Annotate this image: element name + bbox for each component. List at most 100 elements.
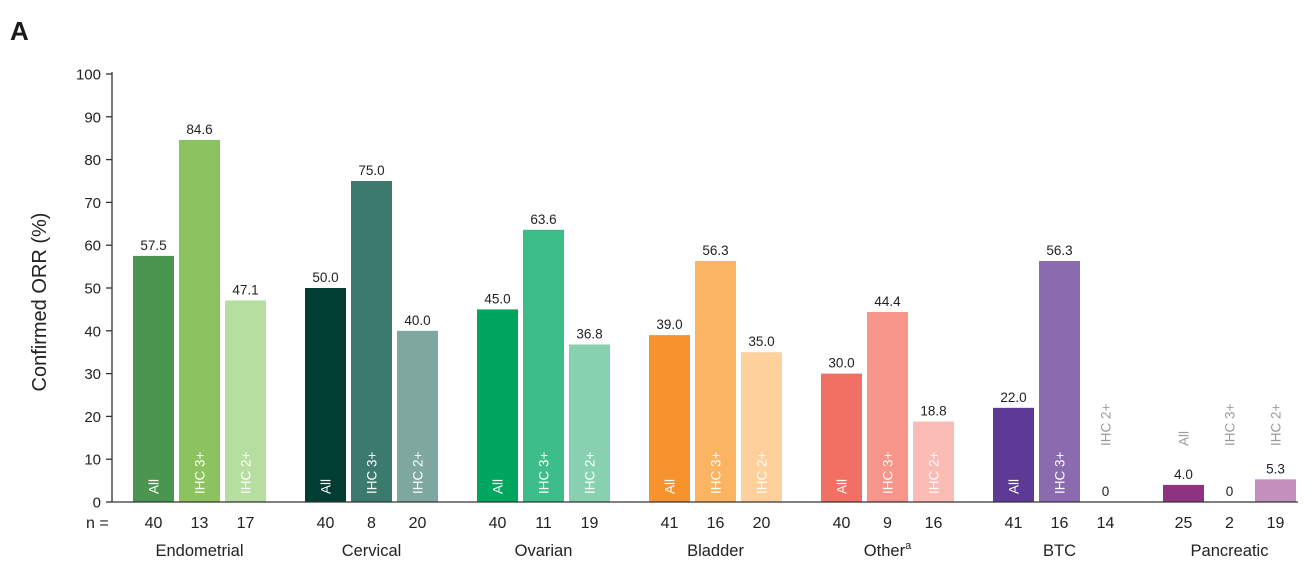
n-value: 40: [145, 515, 163, 532]
bar: [351, 181, 392, 502]
bar: [569, 344, 610, 502]
y-axis: 0 10 20 30 40 50 60 70 80 90 100 Confirmed ORR (%): [29, 67, 113, 512]
y-tick-label: 50: [84, 281, 101, 298]
bar: [1163, 484, 1204, 502]
bar-value-label: 47.1: [232, 282, 258, 297]
bar-category-label: IHC 3+: [709, 451, 724, 494]
n-value: 2: [1225, 515, 1234, 532]
n-value: 25: [1175, 515, 1193, 532]
bar-value-label: 75.0: [358, 163, 384, 178]
group-label: Endometrial: [155, 542, 243, 560]
group-name: Cervical: [342, 542, 402, 560]
group-name: Pancreatic: [1191, 542, 1269, 560]
bar-value-label: 5.3: [1266, 461, 1285, 476]
bar: [821, 373, 862, 502]
n-value: 41: [661, 515, 679, 532]
n-value: 19: [1267, 515, 1285, 532]
group-name: Other: [864, 542, 906, 560]
bar-category-label: IHC 2+: [927, 451, 942, 494]
n-value: 20: [409, 515, 427, 532]
bar-value-label: 56.3: [702, 243, 728, 258]
bar-category-label: All: [1177, 431, 1192, 446]
group-label: BTC: [1043, 542, 1076, 560]
group-label: Pancreatic: [1191, 542, 1269, 560]
n-value: 41: [1005, 515, 1023, 532]
n-value: 16: [707, 515, 725, 532]
group-btc: 22.0 All 56.3 IHC 3+ 0 IHC 2+: [993, 243, 1114, 502]
bar-category-label: IHC 3+: [193, 451, 208, 494]
group-bladder: 39.0 All 56.3 IHC 3+ 35.0 IHC 2+: [649, 243, 782, 502]
bar: [179, 139, 220, 503]
n-value: 9: [883, 515, 892, 532]
group-label: Bladder: [687, 542, 744, 560]
y-tick-label: 70: [84, 195, 101, 212]
bar-category-label: IHC 3+: [1223, 403, 1238, 446]
n-value: 20: [753, 515, 771, 532]
bar-category-label: All: [835, 479, 850, 494]
y-tick-label: 90: [84, 109, 101, 126]
group-name: BTC: [1043, 542, 1076, 560]
group-label: Ovarian: [515, 542, 573, 560]
n-value: 11: [535, 515, 552, 532]
bar-category-label: IHC 3+: [881, 451, 896, 494]
bar-value-label: 57.5: [140, 238, 166, 253]
group-label: Othera: [864, 540, 912, 560]
bar-category-label: IHC 2+: [755, 451, 770, 494]
bar: [993, 407, 1034, 502]
n-value: 40: [489, 515, 507, 532]
n-value: 14: [1097, 515, 1115, 532]
n-value: 17: [237, 515, 255, 532]
x-axis: n = 40 13 17 Endometrial 40 8 20 Cervical 40 11 19 O…: [86, 501, 1298, 560]
group-label: Cervical: [342, 542, 402, 560]
bar-value-label: 56.3: [1046, 243, 1072, 258]
bar-value-label: 44.4: [874, 294, 901, 309]
bar-value-label: 40.0: [404, 313, 430, 328]
bar: [741, 352, 782, 502]
bar: [305, 288, 346, 502]
n-value: 8: [367, 515, 376, 532]
y-tick-label: 30: [84, 366, 101, 383]
bar-value-label: 39.0: [656, 317, 682, 332]
bar: [1255, 479, 1296, 502]
bar-value-label: 0: [1226, 484, 1234, 499]
bar: [1039, 261, 1080, 502]
group-name: Endometrial: [155, 542, 243, 560]
y-tick-label: 100: [76, 67, 101, 84]
bar-value-label: 22.0: [1000, 390, 1026, 405]
bar: [913, 421, 954, 502]
y-tick-label: 0: [93, 495, 101, 512]
bar-category-label: All: [147, 479, 162, 494]
y-tick-label: 80: [84, 152, 101, 169]
bar-category-label: IHC 3+: [537, 451, 552, 494]
bar-value-label: 50.0: [312, 270, 338, 285]
n-value: 19: [581, 515, 599, 532]
bar-value-label: 0: [1102, 484, 1110, 499]
bar-category-label: IHC 2+: [411, 451, 426, 494]
y-tick-label: 40: [84, 323, 101, 340]
n-value: 16: [925, 515, 943, 532]
bar: [649, 335, 690, 502]
group-name: Ovarian: [515, 542, 573, 560]
bar: [225, 300, 266, 502]
bar: [133, 255, 174, 502]
n-value: 40: [833, 515, 851, 532]
bar-category-label: All: [663, 479, 678, 494]
group-ovarian: 45.0 All 63.6 IHC 3+ 36.8 IHC 2+: [477, 212, 610, 503]
group-name: Bladder: [687, 542, 744, 560]
bar-category-label: IHC 2+: [583, 451, 598, 494]
bar: [695, 261, 736, 502]
bar: [397, 330, 438, 502]
n-value: 16: [1051, 515, 1069, 532]
bar-category-label: IHC 2+: [1099, 403, 1114, 446]
bar: [867, 311, 908, 502]
bar-value-label: 18.8: [920, 404, 946, 419]
group-endometrial: 57.5 All 84.6 IHC 3+ 47.1 IHC 2+: [133, 122, 266, 503]
bar-value-label: 30.0: [828, 356, 854, 371]
y-tick-label: 10: [84, 452, 101, 469]
bar-category-label: All: [491, 479, 506, 494]
group-other: 30.0 All 44.4 IHC 3+ 18.8 IHC 2+: [821, 294, 954, 502]
group-cervical: 50.0 All 75.0 IHC 3+ 40.0 IHC 2+: [305, 163, 438, 502]
group-pancreatic: 4.0 All 0 IHC 3+ 5.3 IHC 2+: [1163, 403, 1296, 502]
bar-category-label: IHC 3+: [1053, 451, 1068, 494]
bar-category-label: All: [1007, 479, 1022, 494]
